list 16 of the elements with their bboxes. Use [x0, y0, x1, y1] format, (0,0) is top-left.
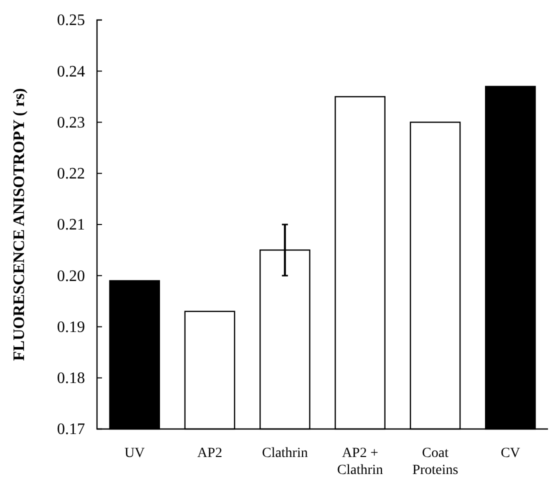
y-tick-label: 0.24 — [57, 63, 85, 80]
y-tick-label: 0.19 — [57, 318, 85, 336]
y-axis-title: FLUORESCENCE ANISOTROPY ( rs) — [11, 88, 28, 361]
x-tick-label: AP2 + Clathrin — [337, 446, 384, 478]
y-tick-label: 0.23 — [57, 114, 85, 132]
y-tick-label: 0.17 — [57, 421, 85, 438]
y-tick-label: 0.21 — [57, 216, 85, 234]
y-tick-label: 0.22 — [57, 165, 85, 182]
y-tick-label: 0.25 — [57, 12, 85, 30]
x-tick-label: Clathrin — [262, 446, 308, 461]
x-tick-label: Coat Proteins — [412, 446, 458, 478]
y-tick-label: 0.18 — [57, 370, 85, 387]
x-tick-label: AP2 — [197, 446, 222, 461]
x-tick-label: UV — [124, 446, 145, 461]
y-tick-label: 0.20 — [57, 268, 85, 285]
x-tick-label: CV — [500, 446, 520, 461]
